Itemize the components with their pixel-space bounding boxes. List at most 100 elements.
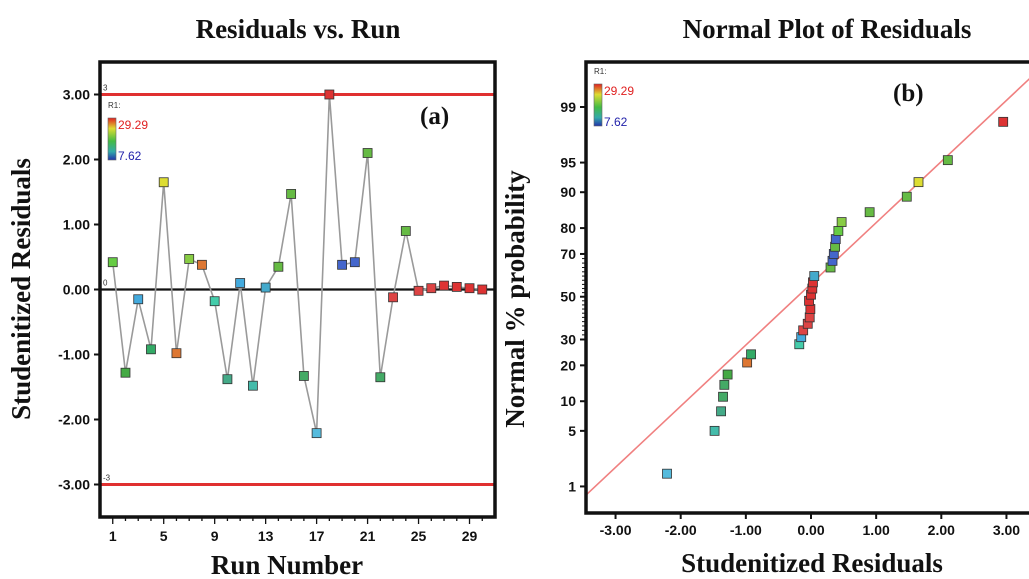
normal-point-13 xyxy=(804,312,815,323)
y-tick-label-a-3: 0.00 xyxy=(63,282,90,298)
y-tick-label-b-2: 10 xyxy=(560,393,576,409)
normal-point-6 xyxy=(722,369,733,380)
normal-point-27 xyxy=(864,207,875,218)
normal-point-4 xyxy=(718,391,728,402)
chart-b-legend: R1: 29.29 7.62 xyxy=(593,67,634,129)
residual-point-12 xyxy=(248,380,258,391)
residual-point-27 xyxy=(439,280,449,291)
residual-point-22 xyxy=(375,372,386,383)
residual-point-19 xyxy=(337,259,347,270)
y-tick-label-b-1: 5 xyxy=(568,423,576,439)
x-tick-label-b-6: 3.00 xyxy=(993,522,1020,538)
residual-point-25 xyxy=(413,285,424,296)
residual-point-20 xyxy=(349,257,360,268)
normal-point-29 xyxy=(913,177,924,188)
y-tick-label-a-2: 1.00 xyxy=(63,217,90,233)
chart-a-panel-label: (a) xyxy=(420,103,449,130)
legend-a-min: 7.62 xyxy=(118,149,142,163)
chart-b-xlabel: Studenitized Residuals xyxy=(681,548,943,578)
ref-line-label-2: -3 xyxy=(103,474,111,483)
residual-point-16 xyxy=(298,371,309,381)
y-tick-label-b-8: 90 xyxy=(560,184,576,200)
x-tick-label-a-6: 25 xyxy=(411,528,427,544)
x-tick-label-b-2: -1.00 xyxy=(730,522,762,538)
chart-a-ylabel: Studenitized Residuals xyxy=(6,158,36,420)
residual-point-11 xyxy=(235,278,246,288)
normal-point-24 xyxy=(830,234,841,245)
x-tick-label-b-5: 2.00 xyxy=(928,522,955,538)
y-tick-label-a-6: -3.00 xyxy=(58,477,90,493)
residual-point-10 xyxy=(222,374,233,385)
residual-trace-line xyxy=(111,94,483,434)
normal-point-25 xyxy=(833,226,844,236)
y-tick-label-b-5: 50 xyxy=(560,289,576,305)
normal-point-2 xyxy=(709,425,720,436)
residual-point-15 xyxy=(286,189,297,199)
normal-point-7 xyxy=(742,357,753,368)
ref-line-label-0: 3 xyxy=(103,84,108,93)
residual-point-4 xyxy=(146,344,156,355)
normal-point-8 xyxy=(746,349,756,360)
normal-point-31 xyxy=(998,116,1009,127)
normal-point-28 xyxy=(901,191,912,202)
normal-point-1 xyxy=(662,468,672,479)
x-tick-label-a-5: 21 xyxy=(360,528,376,544)
chart-a-legend: R1: 29.29 7.62 xyxy=(107,101,148,163)
legend-b-min: 7.62 xyxy=(604,115,628,129)
normal-point-5 xyxy=(719,379,730,390)
chart-b-panel-label: (b) xyxy=(893,80,924,107)
legend-a-max: 29.29 xyxy=(118,118,148,132)
residual-point-23 xyxy=(388,292,398,303)
y-tick-label-b-3: 20 xyxy=(560,357,576,373)
residual-point-5 xyxy=(158,177,169,188)
chart-a-xlabel: Run Number xyxy=(211,550,363,579)
y-tick-label-a-4: -1.00 xyxy=(58,347,90,363)
residual-point-9 xyxy=(209,296,220,307)
y-tick-label-b-7: 80 xyxy=(560,220,576,236)
legend-b-name: R1: xyxy=(594,67,606,76)
x-tick-label-a-2: 9 xyxy=(211,528,219,544)
residual-point-8 xyxy=(197,259,207,270)
residual-point-24 xyxy=(400,226,411,236)
chart-b-title: Normal Plot of Residuals xyxy=(683,14,972,44)
legend-a-name: R1: xyxy=(108,101,120,110)
residual-point-2 xyxy=(120,367,131,378)
normal-point-26 xyxy=(836,217,847,227)
x-tick-label-a-0: 1 xyxy=(109,528,117,544)
normal-point-30 xyxy=(942,155,953,166)
x-tick-label-a-1: 5 xyxy=(160,528,168,544)
normal-point-3 xyxy=(716,406,726,417)
x-tick-label-a-3: 13 xyxy=(258,528,274,544)
residual-point-28 xyxy=(451,281,462,292)
chart-b-ylabel: Normal % probability xyxy=(500,170,530,428)
normal-point-14 xyxy=(805,304,816,314)
y-tick-label-b-6: 70 xyxy=(560,246,576,262)
legend-b-colorbar xyxy=(593,83,603,127)
residual-point-17 xyxy=(311,428,322,439)
ref-line-label-1: 0 xyxy=(103,279,108,288)
legend-b-max: 29.29 xyxy=(604,84,634,98)
residual-point-26 xyxy=(426,283,437,294)
y-tick-label-b-9: 95 xyxy=(560,155,576,171)
residual-point-18 xyxy=(324,89,335,100)
chart-a-title: Residuals vs. Run xyxy=(196,14,401,44)
legend-a-colorbar xyxy=(107,117,117,161)
residual-point-3 xyxy=(133,294,144,305)
residual-point-21 xyxy=(362,148,373,158)
residual-point-30 xyxy=(477,284,488,295)
x-tick-label-a-4: 17 xyxy=(309,528,325,544)
y-tick-label-b-10: 99 xyxy=(560,99,576,115)
y-tick-label-a-5: -2.00 xyxy=(58,412,90,428)
y-tick-label-b-0: 1 xyxy=(568,478,576,494)
x-tick-label-a-7: 29 xyxy=(462,528,478,544)
x-tick-label-b-1: -2.00 xyxy=(665,522,697,538)
residual-point-1 xyxy=(107,257,118,268)
residual-point-29 xyxy=(464,283,475,294)
y-tick-label-a-0: 3.00 xyxy=(63,87,90,103)
residual-point-6 xyxy=(171,348,182,359)
y-tick-label-a-1: 2.00 xyxy=(63,152,90,168)
residual-point-7 xyxy=(184,254,195,264)
x-tick-label-b-0: -3.00 xyxy=(600,522,632,538)
residual-point-13 xyxy=(260,282,271,293)
